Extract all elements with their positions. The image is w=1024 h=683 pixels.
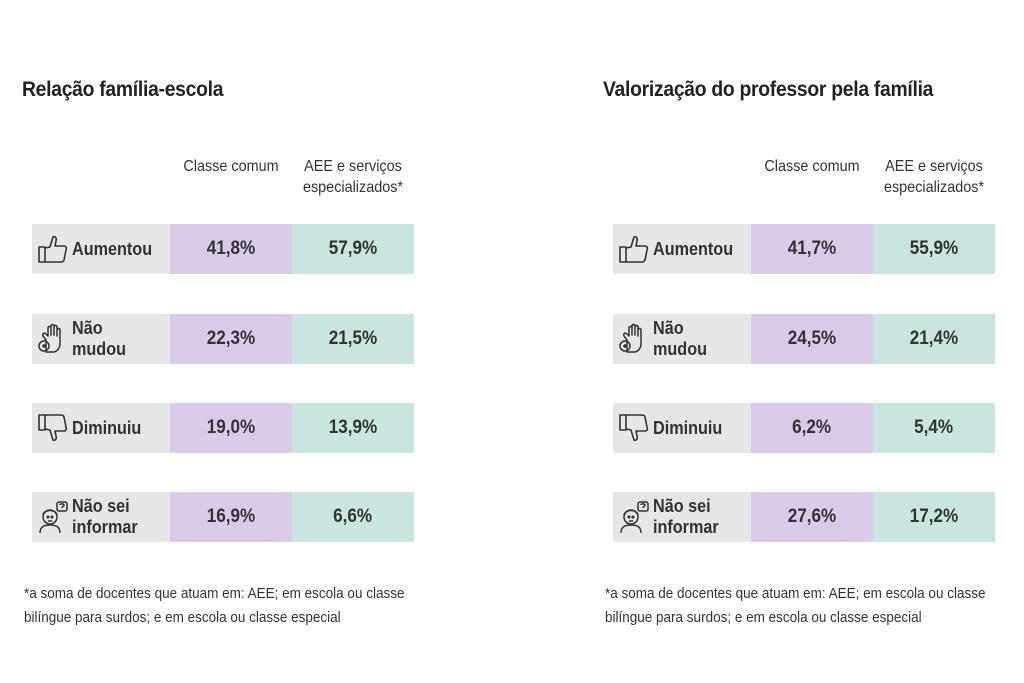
table-row: Não mudou 24,5% 21,4% [613, 314, 995, 364]
column-header-aee: AEE e serviços especializados* [883, 158, 985, 196]
row-label: Não sei informar [653, 496, 719, 537]
table-row: Não mudou 22,3% 21,5% [32, 314, 414, 364]
table-row: Aumentou 41,8% 57,9% [32, 224, 414, 274]
value-cell-aee: 55,9% [873, 224, 995, 274]
raised-hand-icon [617, 322, 651, 356]
row-label: Não sei informar [72, 496, 138, 537]
confused-person-icon [36, 500, 70, 534]
thumbs-up-icon [36, 232, 70, 266]
footnote: *a soma de docentes que atuam em: AEE; e… [605, 585, 986, 626]
value-cell-classe-comum: 24,5% [751, 314, 873, 364]
row-label: Aumentou [653, 238, 734, 259]
row-label-cell: Aumentou [613, 224, 751, 274]
thumbs-up-icon [617, 232, 651, 266]
table-row: Diminuiu 6,2% 5,4% [613, 403, 995, 453]
row-label: Não mudou [653, 318, 707, 359]
row-label-cell: Aumentou [32, 224, 170, 274]
raised-hand-icon [36, 322, 70, 356]
value-cell-classe-comum: 19,0% [170, 403, 292, 453]
value-cell-classe-comum: 6,2% [751, 403, 873, 453]
row-label-cell: Diminuiu [32, 403, 170, 453]
table-row: Não sei informar 27,6% 17,2% [613, 492, 995, 542]
row-label-cell: Diminuiu [613, 403, 751, 453]
value-cell-classe-comum: 41,7% [751, 224, 873, 274]
row-label-cell: Não mudou [32, 314, 170, 364]
table-row: Não sei informar 16,9% 6,6% [32, 492, 414, 542]
value-cell-aee: 6,6% [292, 492, 414, 542]
column-header-classe-comum: Classe comum [764, 158, 860, 175]
value-cell-aee: 21,5% [292, 314, 414, 364]
panel-relacao-familia-escola: Relação família-escola Classe comum AEE … [22, 0, 442, 683]
value-cell-classe-comum: 41,8% [170, 224, 292, 274]
column-header-classe-comum: Classe comum [183, 158, 279, 175]
value-cell-aee: 13,9% [292, 403, 414, 453]
panel-valorizacao-professor: Valorização do professor pela família Cl… [603, 0, 1023, 683]
confused-person-icon [617, 500, 651, 534]
table-row: Aumentou 41,7% 55,9% [613, 224, 995, 274]
table-row: Diminuiu 19,0% 13,9% [32, 403, 414, 453]
value-cell-classe-comum: 16,9% [170, 492, 292, 542]
row-label-cell: Não sei informar [32, 492, 170, 542]
value-cell-aee: 5,4% [873, 403, 995, 453]
value-cell-aee: 57,9% [292, 224, 414, 274]
row-label-cell: Não mudou [613, 314, 751, 364]
footnote: *a soma de docentes que atuam em: AEE; e… [24, 585, 405, 626]
row-label: Aumentou [72, 238, 153, 259]
thumbs-down-icon [36, 411, 70, 445]
row-label-cell: Não sei informar [613, 492, 751, 542]
value-cell-classe-comum: 27,6% [751, 492, 873, 542]
thumbs-down-icon [617, 411, 651, 445]
panel-title: Valorização do professor pela família [603, 78, 934, 101]
row-label: Não mudou [72, 318, 126, 359]
row-label: Diminuiu [653, 417, 723, 438]
value-cell-aee: 21,4% [873, 314, 995, 364]
value-cell-aee: 17,2% [873, 492, 995, 542]
row-label: Diminuiu [72, 417, 142, 438]
value-cell-classe-comum: 22,3% [170, 314, 292, 364]
panel-title: Relação família-escola [22, 78, 224, 101]
column-header-aee: AEE e serviços especializados* [302, 158, 404, 196]
